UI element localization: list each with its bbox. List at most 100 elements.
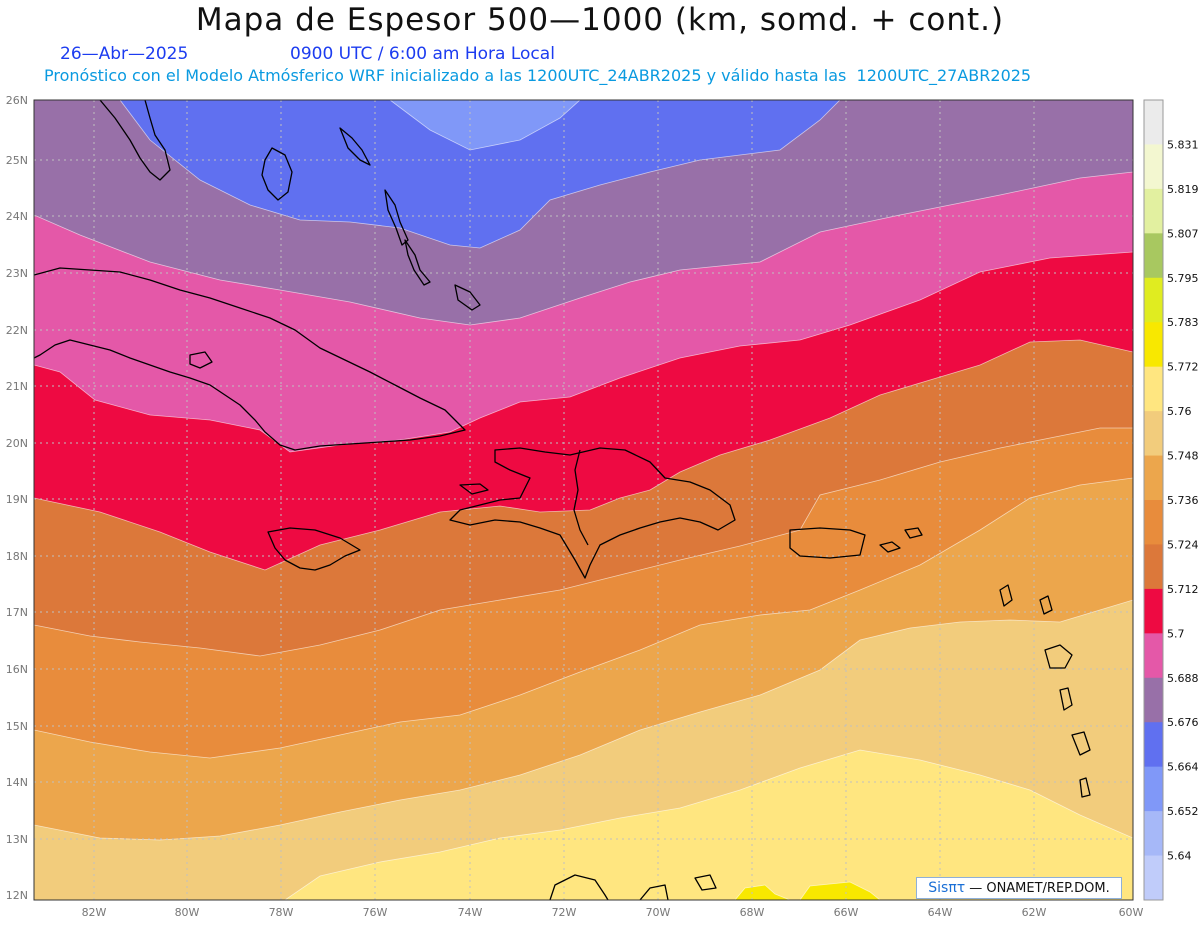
lon-label: 62W [1022, 906, 1047, 919]
lon-label: 66W [834, 906, 859, 919]
colorbar-label: 5.772 [1167, 361, 1199, 374]
model-info: Pronóstico con el Modelo Atmósferico WRF… [44, 66, 1032, 85]
credit-box: Sisπτ — ONAMET/REP.DOM. [916, 877, 1122, 899]
graticule [34, 100, 1133, 900]
colorbar-swatch [1144, 722, 1163, 768]
lat-label: 23N [6, 267, 28, 280]
colorbar-swatch [1144, 188, 1163, 234]
coastline-bahamas-abaco [339, 127, 371, 166]
colorbar-label: 5.7 [1167, 627, 1185, 640]
map-frame [33, 99, 1134, 901]
coastline-bahamas-inagua [454, 284, 481, 311]
colorbar-swatch [1144, 544, 1163, 590]
colorbar-swatch [1144, 588, 1163, 634]
coastline-virgin-islands [879, 527, 923, 553]
colorbar-label: 5.64 [1167, 850, 1192, 863]
lat-label: 26N [6, 94, 28, 107]
coastline-cuba [34, 267, 466, 451]
colorbar-label: 5.724 [1167, 538, 1199, 551]
colorbar-swatch [1144, 633, 1163, 679]
colorbar-label: 5.819 [1167, 183, 1199, 196]
coastline-bahamas-andros [261, 147, 293, 201]
lon-label: 74W [458, 906, 483, 919]
lat-labels: 26N 25N 24N 23N 22N 21N 20N 19N 18N 17N … [6, 94, 28, 902]
forecast-date: 26—Abr—2025 [60, 44, 189, 64]
lon-label: 70W [646, 906, 671, 919]
lat-label: 14N [6, 776, 28, 789]
colorbar-swatch [1144, 455, 1163, 501]
lat-label: 22N [6, 324, 28, 337]
coastline-gonave [459, 483, 489, 495]
lat-label: 20N [6, 437, 28, 450]
lat-label: 15N [6, 720, 28, 733]
coastline-st-lucia [1079, 777, 1091, 798]
lat-label: 16N [6, 663, 28, 676]
map-title: Mapa de Espesor 500—1000 (km, somd. + co… [195, 2, 1005, 38]
colorbar-swatch [1144, 411, 1163, 457]
lon-label: 80W [175, 906, 200, 919]
lon-label: 76W [363, 906, 388, 919]
colorbar-swatch [1144, 233, 1163, 279]
colorbar-label: 5.783 [1167, 316, 1199, 329]
lon-label: 64W [928, 906, 953, 919]
colorbar-swatch [1144, 277, 1163, 323]
colorbar-swatch [1144, 100, 1163, 145]
map-area [34, 100, 1133, 900]
colorbar-label: 5.807 [1167, 227, 1199, 240]
band-5640 [389, 100, 581, 151]
lat-label: 24N [6, 210, 28, 223]
colorbar-swatch [1144, 322, 1163, 368]
coastline-martinique [1071, 731, 1091, 756]
coastline-jamaica [267, 527, 361, 571]
coastline-dominica [1059, 687, 1073, 711]
colorbar-swatch [1144, 677, 1163, 723]
lat-label: 19N [6, 493, 28, 506]
lat-label: 18N [6, 550, 28, 563]
sispi-logo: Sisπτ [928, 880, 966, 896]
lat-label: 13N [6, 833, 28, 846]
colorbar-swatch [1144, 811, 1163, 857]
colorbar-label: 5.676 [1167, 716, 1199, 729]
colorbar-swatch [1144, 144, 1163, 190]
credit-text: — ONAMET/REP.DOM. [969, 880, 1110, 896]
coastline-bahamas-south [404, 239, 431, 286]
lon-label: 78W [269, 906, 294, 919]
colorbar-swatch [1144, 500, 1163, 545]
coastline-lesser-antilles-1 [999, 584, 1013, 607]
coastline-puerto-rico [789, 527, 866, 559]
lon-label: 82W [82, 906, 107, 919]
colorbar-label: 5.736 [1167, 494, 1199, 507]
colorbar-label: 5.795 [1167, 272, 1199, 285]
lon-label: 68W [740, 906, 765, 919]
colorbar-frame [1143, 99, 1164, 901]
lon-label: 60W [1119, 906, 1144, 919]
coastline-isla-juventud [189, 351, 213, 369]
colorbar-label: 5.664 [1167, 761, 1199, 774]
lat-label: 25N [6, 154, 28, 167]
forecast-time: 0900 UTC / 6:00 am Hora Local [290, 44, 555, 64]
coastline-lesser-antilles-2 [1039, 595, 1053, 615]
colorbar-swatch [1144, 766, 1163, 812]
colorbar-label: 5.688 [1167, 672, 1199, 685]
colorbar-label: 5.652 [1167, 805, 1199, 818]
colorbar-swatch [1144, 366, 1163, 412]
colorbar-legend: 5.831 5.819 5.807 5.795 5.783 5.772 5.76 5.748 5… [1143, 99, 1199, 901]
lat-label: 17N [6, 606, 28, 619]
coastline-abc-islands [694, 874, 717, 891]
lat-label: 21N [6, 380, 28, 393]
coastline-south-america [549, 874, 669, 900]
coastlines [34, 100, 1091, 900]
coastline-florida [99, 100, 171, 181]
colorbar-label: 5.748 [1167, 450, 1199, 463]
coastline-guadeloupe [1044, 644, 1073, 669]
colorbar-label: 5.712 [1167, 583, 1199, 596]
coastline-hispaniola [449, 447, 736, 579]
lon-labels: 82W 80W 78W 76W 74W 72W 70W 68W 66W 64W … [82, 906, 1144, 919]
colorbar-label: 5.831 [1167, 138, 1199, 151]
colorbar-label: 5.76 [1167, 405, 1192, 418]
lat-label: 12N [6, 889, 28, 902]
lon-label: 72W [552, 906, 577, 919]
band-5760 [284, 749, 1133, 900]
band-5772 [734, 881, 881, 900]
